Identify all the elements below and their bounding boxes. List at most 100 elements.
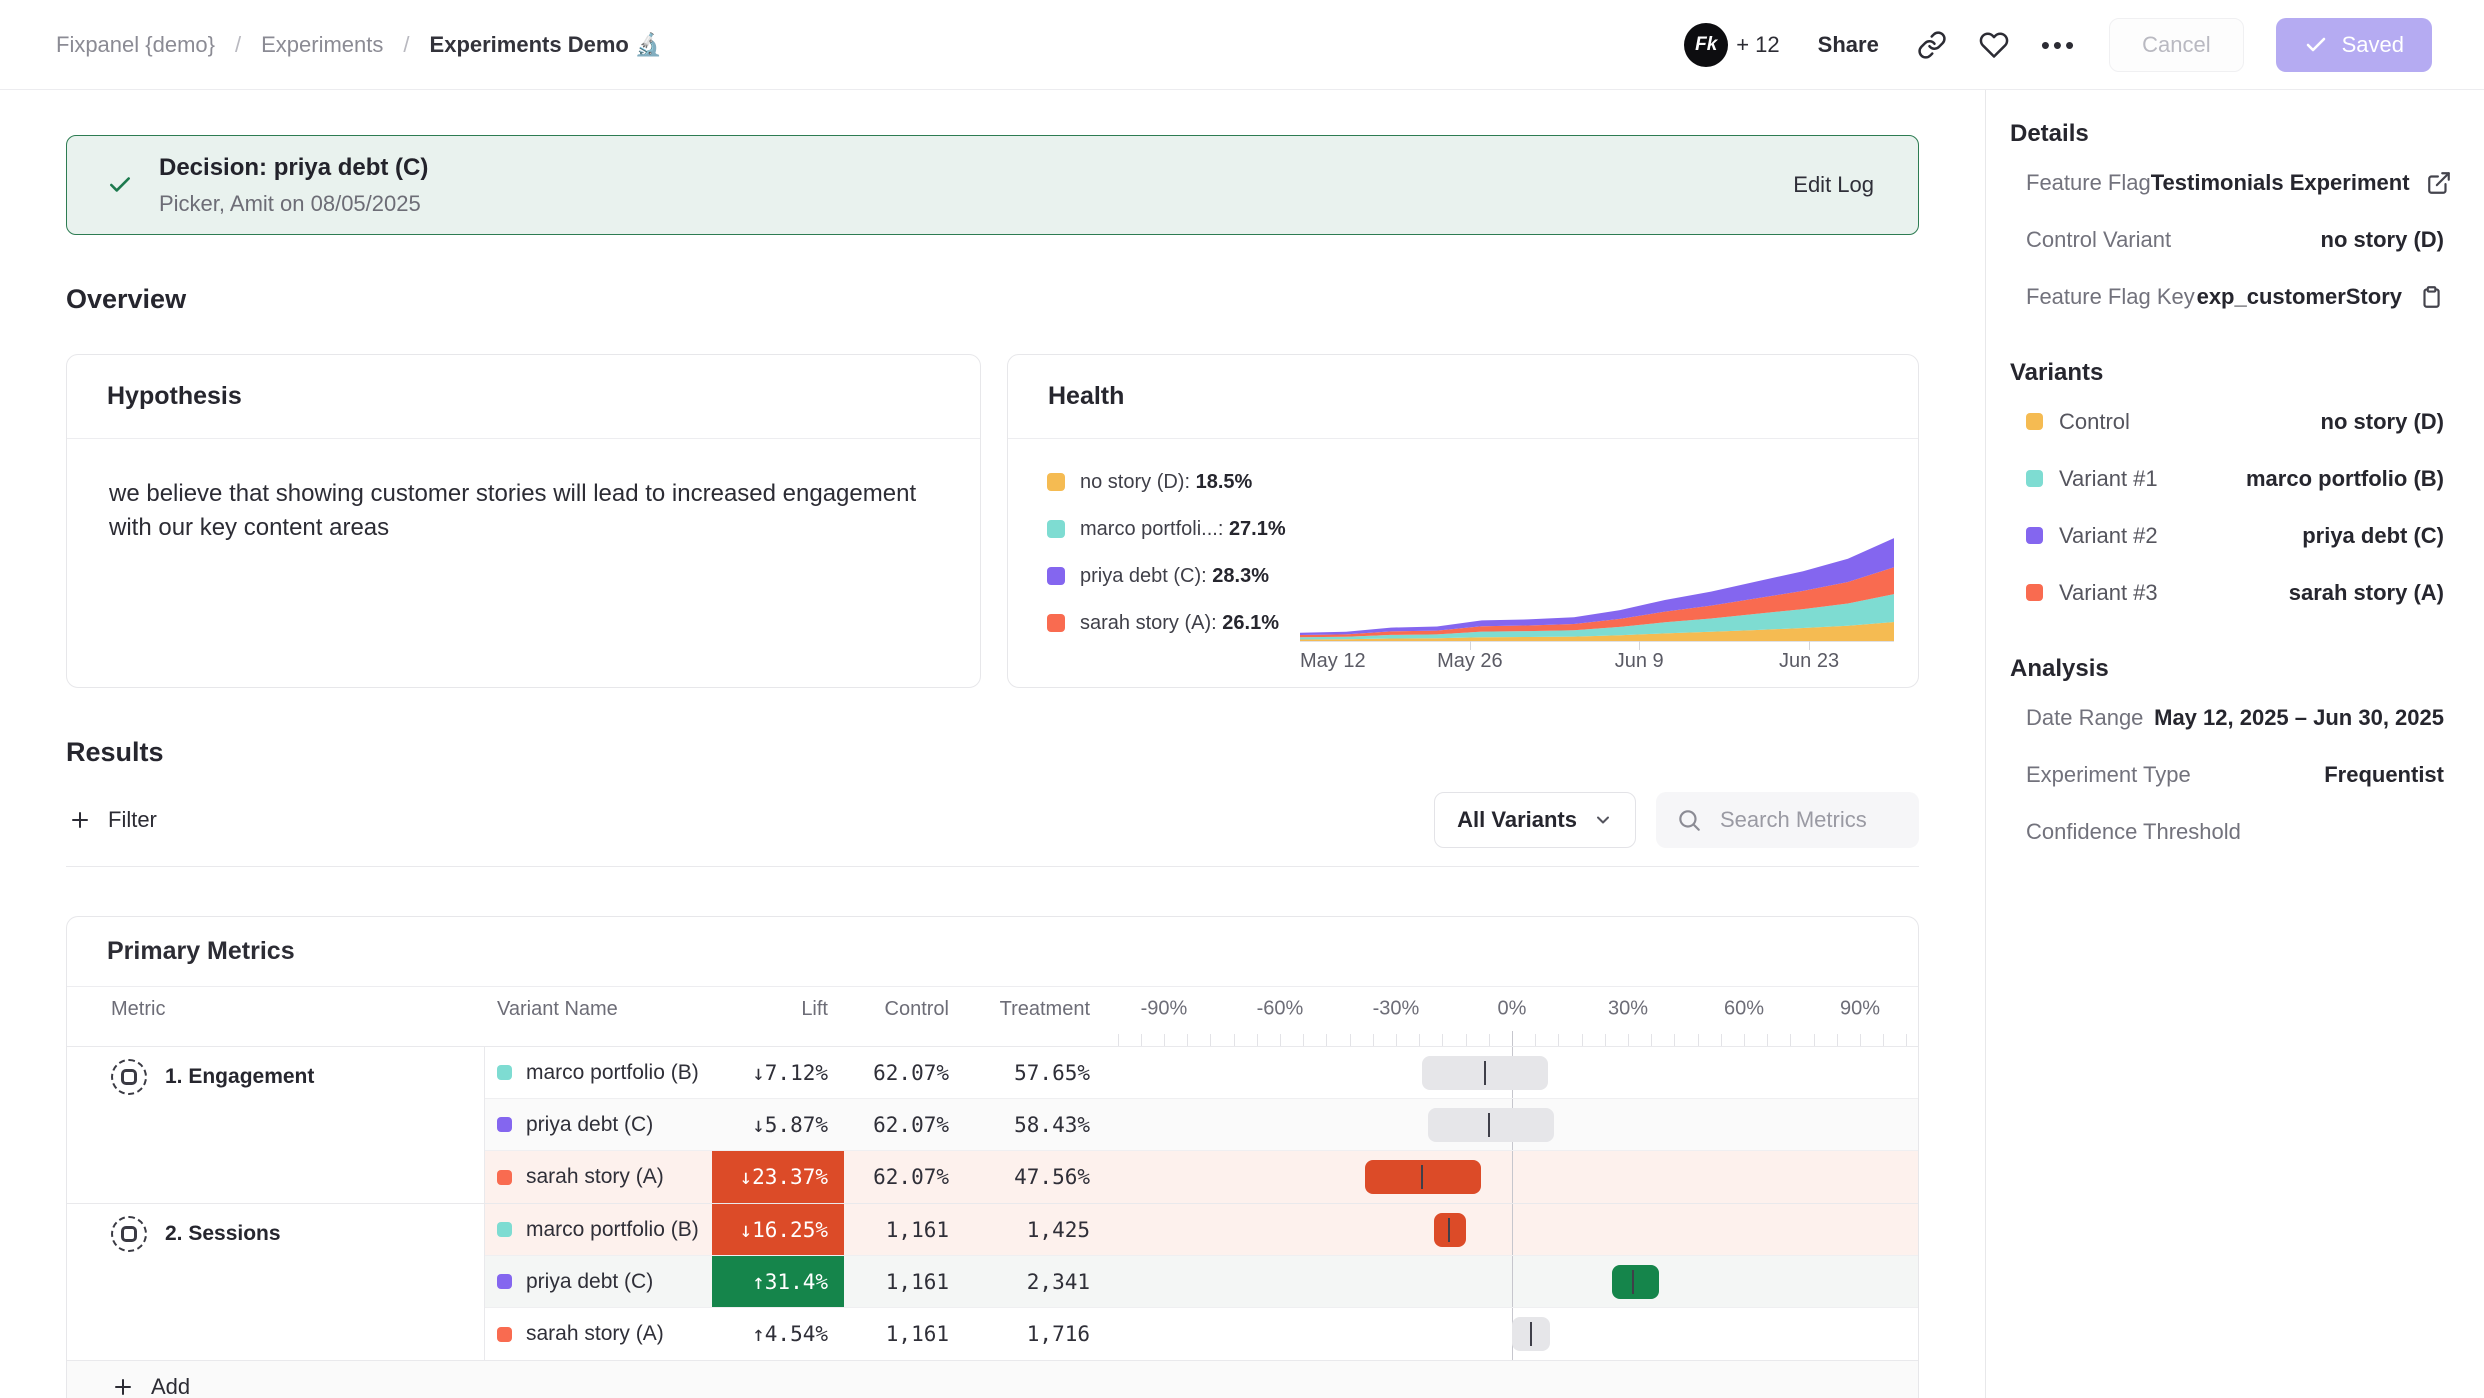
ci-minor-tick (1860, 1034, 1861, 1046)
ci-minor-tick (1790, 1034, 1792, 1046)
confidence-interval-mean (1529, 1322, 1532, 1346)
link-icon (1917, 30, 1947, 60)
confidence-interval-mean (1488, 1112, 1491, 1137)
collaborators[interactable]: Fk + 12 (1684, 22, 1780, 67)
add-filter-button[interactable]: Filter (66, 807, 167, 833)
more-button[interactable]: ••• (2041, 32, 2077, 58)
x-axis-label: Jun 23 (1779, 650, 1840, 672)
metric-rows: marco portfolio (B) ↓16.25% 1,161 1,425 priy… (485, 1204, 1918, 1360)
table-row[interactable]: sarah story (A) ↓23.37% 62.07% 47.56% (485, 1151, 1918, 1203)
sidebar-row: Confidence Threshold (2010, 803, 2444, 860)
collaborator-count: + 12 (1736, 31, 1780, 57)
control-value: 1,161 (885, 1217, 949, 1242)
legend-label: no story (D): 18.5% (1080, 470, 1253, 493)
sidebar-row-label: Variant #2 (2026, 523, 2158, 549)
details-sidebar: Details Feature Flag Testimonials Experime… (1985, 90, 2484, 1398)
variant-swatch (2026, 470, 2043, 487)
search-metrics-input[interactable] (1718, 806, 1899, 834)
ci-axis-labels: -90% -60% -30% 0% 30% 60% 90% (1106, 987, 1918, 1031)
main-content: Decision: priya debt (C) Picker, Amit on… (0, 90, 1985, 1398)
ci-minor-tick (1697, 1034, 1699, 1046)
ci-axis-tickrow (67, 1031, 1918, 1047)
external-link-icon[interactable] (2426, 170, 2452, 196)
metrics-table-body: 1. Engagement marco portfolio (B) ↓7.12% 62… (67, 1047, 1918, 1361)
sidebar-row-value: priya debt (C) (2302, 522, 2444, 548)
variant-name: sarah story (A) (526, 1322, 664, 1345)
control-value: 62.07% (873, 1060, 949, 1085)
legend-swatch (1047, 473, 1065, 491)
search-metrics-box (1656, 792, 1919, 848)
ci-minor-tick (1488, 1034, 1490, 1046)
ci-axis-label: 30% (1607, 997, 1649, 1020)
sidebar-row: Control Variant no story (D) (2010, 211, 2444, 268)
sidebar-section-variants: Variants Control no story (D) Variant #1 mar… (2010, 359, 2444, 621)
plus-icon (111, 1375, 135, 1398)
sidebar-row-value: sarah story (A) (2288, 579, 2444, 605)
table-row[interactable]: marco portfolio (B) ↓7.12% 62.07% 57.65% (485, 1047, 1918, 1099)
metric-cell[interactable]: 2. Sessions (67, 1204, 485, 1360)
legend-label: priya debt (C): 28.3% (1080, 564, 1269, 587)
table-row[interactable]: marco portfolio (B) ↓16.25% 1,161 1,425 (485, 1204, 1918, 1256)
ci-minor-tick (1767, 1034, 1769, 1046)
treatment-value: 58.43% (1014, 1112, 1090, 1137)
breadcrumb: Fixpanel {demo} / Experiments / Experime… (56, 32, 662, 58)
zero-gridline (1512, 1151, 1513, 1203)
variants-dropdown[interactable]: All Variants (1434, 792, 1636, 848)
overview-heading: Overview (66, 284, 187, 314)
confidence-interval-bar (1364, 1160, 1482, 1194)
breadcrumb-project[interactable]: Fixpanel {demo} (56, 31, 215, 57)
sidebar-row-label: Experiment Type (2026, 761, 2191, 787)
ci-axis-label: 0% (1497, 997, 1527, 1020)
legend-item: priya debt (C): 28.3% (1047, 561, 1286, 591)
check-icon (2304, 33, 2328, 57)
confidence-interval-bar (1611, 1264, 1659, 1299)
table-row[interactable]: priya debt (C) ↓5.87% 62.07% 58.43% (485, 1099, 1918, 1151)
ci-axis-label: -90% (1140, 997, 1188, 1020)
ci-minor-tick (1164, 1034, 1165, 1046)
search-icon (1676, 807, 1702, 833)
sidebar-row-value: Testimonials Experiment (2151, 170, 2452, 196)
legend-label: marco portfoli...: 27.1% (1080, 517, 1286, 540)
primary-metrics-title: Primary Metrics (67, 917, 1918, 987)
cancel-button[interactable]: Cancel (2109, 17, 2244, 72)
confidence-interval-cell (1106, 1308, 1918, 1360)
avatar[interactable]: Fk (1684, 22, 1729, 67)
variant-swatch (497, 1222, 512, 1237)
variant-swatch (497, 1065, 512, 1080)
saved-button[interactable]: Saved (2275, 17, 2432, 72)
decision-banner: Decision: priya debt (C) Picker, Amit on… (66, 135, 1919, 235)
health-chart: May 12 May 26 Jun 9 Jun 23 (1300, 533, 1894, 689)
table-row[interactable]: sarah story (A) ↑4.54% 1,161 1,716 (485, 1308, 1918, 1360)
decision-title: Decision: priya debt (C) (159, 153, 429, 181)
copy-link-button[interactable] (1917, 30, 1947, 60)
more-icon: ••• (2040, 29, 2078, 60)
table-row[interactable]: priya debt (C) ↑31.4% 1,161 2,341 (485, 1256, 1918, 1308)
variant-swatch (497, 1274, 512, 1289)
ci-minor-tick (1604, 1034, 1606, 1046)
results-heading: Results (66, 737, 164, 767)
edit-log-button[interactable]: Edit Log (1787, 171, 1880, 199)
add-filter-label: Filter (108, 807, 157, 832)
sidebar-row-label: Variant #1 (2026, 466, 2158, 492)
metric-cell[interactable]: 1. Engagement (67, 1047, 485, 1203)
variant-cell: marco portfolio (B) (485, 1047, 712, 1098)
goal-icon (111, 1216, 147, 1252)
favorite-button[interactable] (1979, 30, 2009, 60)
ci-minor-tick (1187, 1034, 1189, 1046)
lift-value: ↓5.87% (752, 1112, 828, 1137)
variants-dropdown-label: All Variants (1457, 807, 1577, 832)
add-metric-button[interactable]: Add (67, 1361, 1918, 1398)
plus-icon (68, 808, 92, 832)
ci-minor-tick (1883, 1034, 1885, 1046)
share-button[interactable]: Share (1812, 31, 1885, 59)
column-header-control: Control (884, 997, 949, 1020)
area-series-sarah-story-a- (1300, 567, 1894, 638)
control-value: 62.07% (873, 1112, 949, 1137)
variant-swatch (2026, 527, 2043, 544)
ci-axis-ticks (1106, 1031, 1918, 1046)
x-axis-label: May 12 (1300, 650, 1366, 672)
clipboard-icon[interactable] (2418, 284, 2444, 310)
area-series-no-story-d- (1300, 622, 1894, 641)
breadcrumb-experiments[interactable]: Experiments (261, 31, 384, 57)
confidence-interval-mean (1632, 1269, 1635, 1294)
